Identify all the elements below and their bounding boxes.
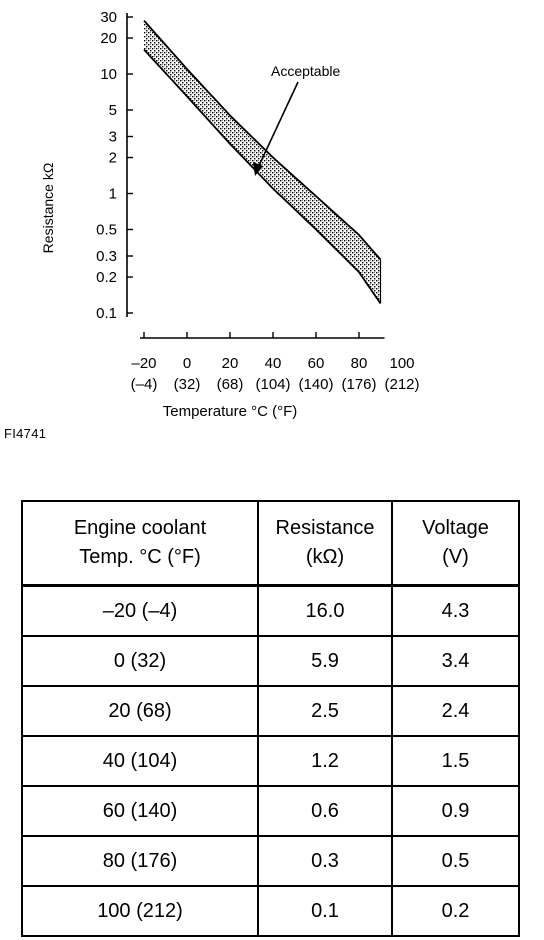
y-tick-label: 5: [109, 102, 117, 119]
cell-resistance: 0.6: [257, 785, 393, 837]
x-tick-label-f: (104): [255, 376, 290, 393]
header-voltage-line2: (V): [442, 546, 469, 568]
band-lower-line: [143, 48, 382, 305]
header-voltage-line1: Voltage: [422, 517, 489, 539]
header-resistance-line1: Resistance: [275, 517, 375, 539]
header-temp-line2: Temp. °C (°F): [79, 546, 201, 568]
cell-voltage: 4.3: [391, 584, 520, 637]
cell-resistance: 5.9: [257, 635, 393, 687]
cell-temp: 100 (212): [21, 885, 259, 937]
cell-voltage: 0.2: [391, 885, 520, 937]
table-row: 40 (104) 1.2 1.5: [21, 735, 520, 787]
table-row: 0 (32) 5.9 3.4: [21, 635, 520, 687]
y-tick-label: 2: [109, 150, 117, 167]
header-resistance-line2: (kΩ): [305, 546, 345, 568]
table-header-row: Engine coolant Temp. °C (°F) Resistance …: [21, 500, 520, 587]
y-tick-label: 0.3: [96, 248, 117, 265]
cell-voltage: 0.9: [391, 785, 520, 837]
x-tick-label-c: 60: [308, 355, 325, 372]
cell-temp: 0 (32): [21, 635, 259, 687]
x-axis: –20 (–4) 0 (32) 20 (68) 40 (104) 60 (140) 80 (176) 1…: [131, 332, 420, 393]
x-axis-label: Temperature °C (°F): [163, 403, 298, 420]
cell-resistance: 1.2: [257, 735, 393, 787]
band-upper-line: [143, 19, 382, 261]
header-voltage: Voltage (V): [391, 500, 520, 587]
y-tick-label: 10: [100, 66, 117, 83]
header-resistance: Resistance (kΩ): [257, 500, 393, 587]
y-tick-label: 0.1: [96, 305, 117, 322]
y-axis-label: Resistance kΩ: [40, 163, 56, 254]
coolant-spec-table: Engine coolant Temp. °C (°F) Resistance …: [21, 500, 520, 937]
cell-voltage: 2.4: [391, 685, 520, 737]
acceptable-label: Acceptable: [271, 63, 340, 79]
x-tick-label-f: (140): [298, 376, 333, 393]
cell-resistance: 16.0: [257, 584, 393, 637]
resistance-chart: 30 20 10 5 3 2 1 0.5 0.3 0.2 0.1 –20 (–4) 0 (32) 20 (68…: [40, 9, 420, 420]
table-row: 100 (212) 0.1 0.2: [21, 885, 520, 937]
header-temp: Engine coolant Temp. °C (°F): [21, 500, 259, 587]
cell-voltage: 3.4: [391, 635, 520, 687]
acceptable-band-fill: [144, 20, 381, 304]
cell-temp: 60 (140): [21, 785, 259, 837]
x-tick-label-f: (68): [217, 376, 244, 393]
x-tick-label-f: (32): [174, 376, 201, 393]
cell-voltage: 1.5: [391, 735, 520, 787]
acceptable-arrow-line: [256, 81, 299, 171]
x-tick-label-c: 80: [351, 355, 368, 372]
acceptable-band: [143, 19, 382, 305]
y-tick-label: 1: [109, 186, 117, 203]
y-axis: 30 20 10 5 3 2 1 0.5 0.3 0.2 0.1: [96, 9, 133, 322]
cell-temp: –20 (–4): [21, 584, 259, 637]
acceptable-annotation: Acceptable: [253, 63, 340, 176]
x-tick-label-f: (212): [384, 376, 419, 393]
x-tick-label-f: (–4): [131, 376, 158, 393]
y-tick-label: 0.5: [96, 221, 117, 238]
x-tick-label-c: 0: [183, 355, 191, 372]
y-tick-label: 30: [100, 9, 117, 26]
cell-resistance: 0.3: [257, 835, 393, 887]
cell-temp: 40 (104): [21, 735, 259, 787]
table-row: 60 (140) 0.6 0.9: [21, 785, 520, 837]
x-tick-label-f: (176): [341, 376, 376, 393]
x-tick-label-c: 40: [265, 355, 282, 372]
y-tick-label: 20: [100, 30, 117, 47]
table-row: 80 (176) 0.3 0.5: [21, 835, 520, 887]
x-tick-label-c: 100: [389, 355, 414, 372]
header-temp-line1: Engine coolant: [73, 517, 207, 539]
table-row: 20 (68) 2.5 2.4: [21, 685, 520, 737]
y-tick-label: 3: [109, 128, 117, 145]
cell-temp: 20 (68): [21, 685, 259, 737]
figure-id: FI4741: [4, 426, 47, 441]
table-row: –20 (–4) 16.0 4.3: [21, 584, 520, 637]
cell-temp: 80 (176): [21, 835, 259, 887]
acceptable-arrow-head: [253, 162, 263, 176]
cell-resistance: 2.5: [257, 685, 393, 737]
cell-resistance: 0.1: [257, 885, 393, 937]
x-tick-label-c: –20: [131, 355, 156, 372]
cell-voltage: 0.5: [391, 835, 520, 887]
y-tick-label: 0.2: [96, 269, 117, 286]
x-tick-label-c: 20: [222, 355, 239, 372]
